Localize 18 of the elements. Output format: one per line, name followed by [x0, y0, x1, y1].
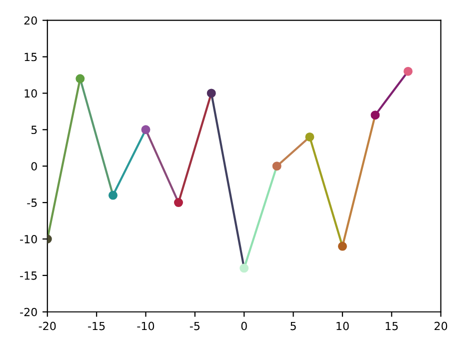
y-tick-label: 10 — [24, 89, 37, 98]
x-tick-label: 5 — [290, 322, 296, 330]
x-tick-label: 0 — [241, 322, 247, 330]
y-tick-label: 0 — [31, 162, 37, 170]
y-tick-label: -5 — [27, 198, 37, 207]
x-tick-label: -10 — [137, 322, 154, 330]
y-tick-label: -15 — [20, 272, 37, 280]
x-tick-label: -5 — [190, 322, 200, 330]
x-tick-label: -20 — [38, 322, 56, 330]
x-tick-label: -15 — [88, 322, 105, 330]
y-tick-label: -20 — [20, 308, 37, 316]
y-tick-label: -10 — [20, 234, 37, 244]
y-tick-label: 5 — [31, 126, 37, 134]
x-tick-label: 10 — [336, 322, 349, 330]
x-tick-label: 20 — [434, 322, 448, 330]
y-tick-label: 15 — [24, 52, 37, 62]
x-tick-label: 15 — [386, 322, 398, 330]
y-tick-label: 20 — [24, 16, 37, 25]
